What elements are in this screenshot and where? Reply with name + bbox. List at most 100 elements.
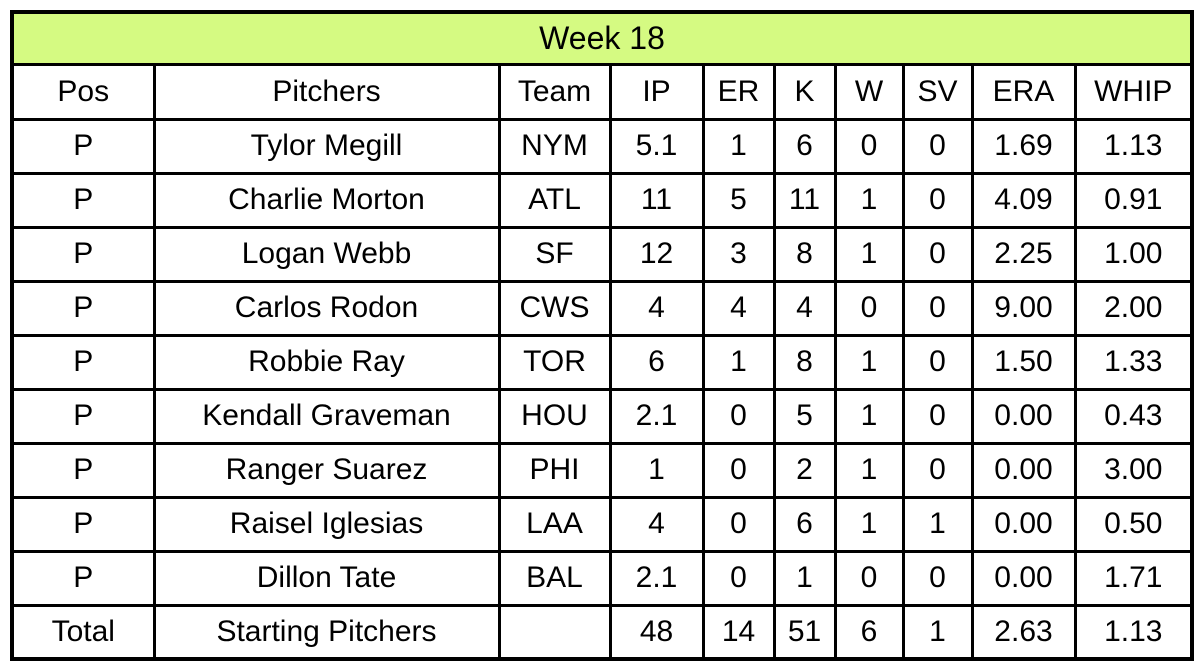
column-header-er: ER — [701, 62, 776, 121]
cell-sv: 0 — [901, 117, 974, 175]
cell-er: 0 — [701, 495, 776, 553]
stats-table: Week 18 Pos Pitchers Team IP ER K W SV ERA WHIP P… — [10, 10, 1195, 661]
cell-team — [497, 603, 612, 661]
cell-pos: P — [10, 549, 156, 607]
column-header-pitchers: Pitchers — [152, 62, 501, 121]
column-header-team: Team — [497, 62, 612, 121]
cell-sv: 0 — [901, 279, 974, 337]
column-header-whip: WHIP — [1073, 62, 1194, 121]
cell-er: 0 — [701, 387, 776, 445]
cell-sv: 1 — [901, 603, 974, 661]
cell-ip: 4 — [608, 495, 705, 553]
cell-era: 9.00 — [970, 279, 1077, 337]
cell-w: 1 — [833, 495, 905, 553]
cell-w: 1 — [833, 171, 905, 229]
cell-sv: 0 — [901, 225, 974, 283]
cell-k: 51 — [772, 603, 837, 661]
cell-k: 11 — [772, 171, 837, 229]
table-body: Week 18 Pos Pitchers Team IP ER K W SV ERA WHIP P… — [10, 10, 1194, 661]
cell-ip: 48 — [608, 603, 705, 661]
table-row: P Ranger Suarez PHI 1 0 2 1 0 0.00 3.00 — [10, 441, 1194, 499]
cell-ip: 2.1 — [608, 387, 705, 445]
cell-whip: 0.43 — [1073, 387, 1194, 445]
cell-ip: 4 — [608, 279, 705, 337]
cell-w: 0 — [833, 549, 905, 607]
cell-pitchers: Tylor Megill — [152, 117, 501, 175]
cell-k: 6 — [772, 495, 837, 553]
cell-pitchers: Dillon Tate — [152, 549, 501, 607]
cell-team: TOR — [497, 333, 612, 391]
table-title: Week 18 — [10, 10, 1194, 66]
cell-ip: 5.1 — [608, 117, 705, 175]
cell-pitchers: Raisel Iglesias — [152, 495, 501, 553]
cell-whip: 1.13 — [1073, 603, 1194, 661]
cell-team: ATL — [497, 171, 612, 229]
column-header-pos: Pos — [10, 62, 156, 121]
cell-ip: 2.1 — [608, 549, 705, 607]
cell-er: 0 — [701, 441, 776, 499]
cell-w: 0 — [833, 117, 905, 175]
cell-er: 1 — [701, 117, 776, 175]
column-header-sv: SV — [901, 62, 974, 121]
cell-k: 5 — [772, 387, 837, 445]
cell-whip: 1.00 — [1073, 225, 1194, 283]
cell-ip: 6 — [608, 333, 705, 391]
cell-era: 4.09 — [970, 171, 1077, 229]
cell-pos: P — [10, 225, 156, 283]
cell-pitchers: Robbie Ray — [152, 333, 501, 391]
table-row: P Tylor Megill NYM 5.1 1 6 0 0 1.69 1.13 — [10, 117, 1194, 175]
cell-era: 1.50 — [970, 333, 1077, 391]
cell-k: 1 — [772, 549, 837, 607]
cell-whip: 3.00 — [1073, 441, 1194, 499]
cell-w: 1 — [833, 387, 905, 445]
cell-whip: 0.50 — [1073, 495, 1194, 553]
cell-sv: 0 — [901, 387, 974, 445]
cell-whip: 1.33 — [1073, 333, 1194, 391]
cell-w: 0 — [833, 279, 905, 337]
cell-er: 1 — [701, 333, 776, 391]
cell-w: 1 — [833, 225, 905, 283]
cell-er: 0 — [701, 549, 776, 607]
cell-sv: 0 — [901, 549, 974, 607]
cell-era: 0.00 — [970, 549, 1077, 607]
cell-era: 2.25 — [970, 225, 1077, 283]
table-row: P Robbie Ray TOR 6 1 8 1 0 1.50 1.33 — [10, 333, 1194, 391]
cell-era: 1.69 — [970, 117, 1077, 175]
column-header-k: K — [772, 62, 837, 121]
column-header-era: ERA — [970, 62, 1077, 121]
column-header-ip: IP — [608, 62, 705, 121]
cell-era: 0.00 — [970, 441, 1077, 499]
cell-pitchers: Logan Webb — [152, 225, 501, 283]
cell-team: SF — [497, 225, 612, 283]
cell-team: HOU — [497, 387, 612, 445]
cell-team: NYM — [497, 117, 612, 175]
cell-pos: P — [10, 279, 156, 337]
cell-pos: P — [10, 333, 156, 391]
total-row: Total Starting Pitchers 48 14 51 6 1 2.63 1.13 — [10, 603, 1194, 661]
cell-k: 4 — [772, 279, 837, 337]
table-row: P Charlie Morton ATL 11 5 11 1 0 4.09 0.91 — [10, 171, 1194, 229]
cell-pitchers: Starting Pitchers — [152, 603, 501, 661]
cell-team: PHI — [497, 441, 612, 499]
cell-w: 1 — [833, 441, 905, 499]
cell-sv: 0 — [901, 441, 974, 499]
cell-era: 2.63 — [970, 603, 1077, 661]
cell-pos: P — [10, 387, 156, 445]
cell-team: LAA — [497, 495, 612, 553]
cell-w: 1 — [833, 333, 905, 391]
cell-pos: P — [10, 117, 156, 175]
cell-pos: P — [10, 171, 156, 229]
cell-er: 4 — [701, 279, 776, 337]
cell-whip: 1.13 — [1073, 117, 1194, 175]
table-row: P Raisel Iglesias LAA 4 0 6 1 1 0.00 0.50 — [10, 495, 1194, 553]
cell-k: 8 — [772, 225, 837, 283]
cell-era: 0.00 — [970, 495, 1077, 553]
cell-whip: 2.00 — [1073, 279, 1194, 337]
column-header-w: W — [833, 62, 905, 121]
cell-sv: 0 — [901, 171, 974, 229]
cell-whip: 1.71 — [1073, 549, 1194, 607]
cell-er: 3 — [701, 225, 776, 283]
table-title-row: Week 18 — [10, 10, 1194, 66]
table-row: P Carlos Rodon CWS 4 4 4 0 0 9.00 2.00 — [10, 279, 1194, 337]
